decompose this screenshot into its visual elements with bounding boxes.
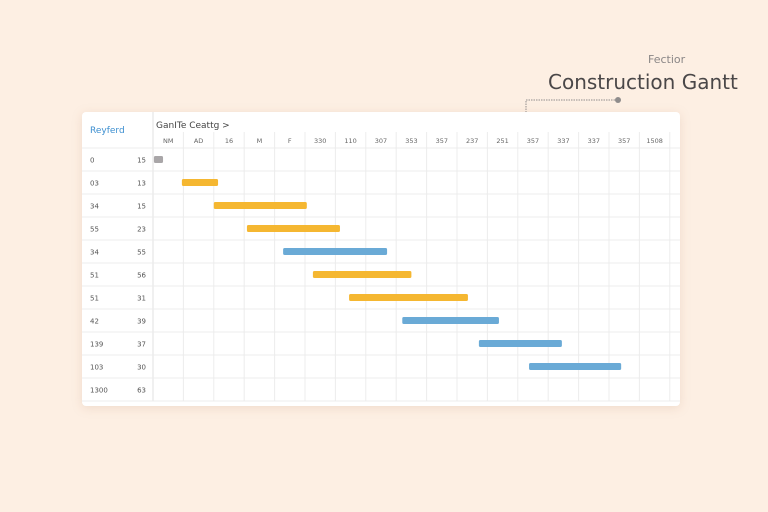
gantt-chart: Reyferd GanITe Ceattg > NM AD 16 M F 330 110 307 3… bbox=[82, 112, 680, 402]
row-value: 31 bbox=[137, 295, 146, 303]
chart-title: Construction Gantt bbox=[548, 70, 738, 94]
gantt-card: Reyferd GanITe Ceattg > NM AD 16 M F 330 110 307 3… bbox=[82, 112, 680, 406]
row-value: 30 bbox=[137, 364, 146, 372]
row-value: 13 bbox=[137, 180, 146, 188]
row-id: 51 bbox=[90, 272, 99, 280]
task-bar bbox=[213, 202, 307, 209]
row-id: 0 bbox=[90, 157, 94, 165]
row-value: 39 bbox=[137, 318, 146, 326]
column-label: 330 bbox=[314, 137, 326, 145]
column-label: 1508 bbox=[646, 137, 663, 145]
task-bar bbox=[312, 271, 412, 278]
row-id: 34 bbox=[90, 249, 99, 257]
column-label: 337 bbox=[557, 137, 569, 145]
task-bar bbox=[478, 340, 562, 347]
row-id: 03 bbox=[90, 180, 99, 188]
column-label: 110 bbox=[344, 137, 356, 145]
task-bar bbox=[349, 294, 468, 301]
row-value: 15 bbox=[137, 203, 146, 211]
row-id: 139 bbox=[90, 341, 103, 349]
column-label: F bbox=[288, 137, 292, 145]
column-label: 353 bbox=[405, 137, 417, 145]
column-label: 357 bbox=[436, 137, 448, 145]
column-label: 237 bbox=[466, 137, 478, 145]
column-label: M bbox=[257, 137, 263, 145]
row-id: 55 bbox=[90, 226, 99, 234]
task-bar bbox=[181, 179, 219, 186]
left-header: Reyferd bbox=[90, 126, 125, 136]
row-value: 56 bbox=[137, 272, 146, 280]
task-bar bbox=[283, 248, 388, 255]
task-bar bbox=[153, 156, 164, 163]
column-label: NM bbox=[163, 137, 173, 145]
row-value: 23 bbox=[137, 226, 146, 234]
row-id: 1300 bbox=[90, 387, 108, 395]
column-label: 307 bbox=[375, 137, 387, 145]
row-id: 103 bbox=[90, 364, 103, 372]
row-id: 51 bbox=[90, 295, 99, 303]
column-label: 357 bbox=[618, 137, 630, 145]
row-id: 42 bbox=[90, 318, 99, 326]
row-value: 63 bbox=[137, 387, 146, 395]
row-value: 55 bbox=[137, 249, 146, 257]
column-label: 357 bbox=[527, 137, 539, 145]
timeline-header: GanITe Ceattg > bbox=[156, 121, 230, 131]
column-label: 16 bbox=[225, 137, 233, 145]
column-label: 337 bbox=[588, 137, 600, 145]
task-bar bbox=[402, 317, 499, 324]
task-bar bbox=[529, 363, 622, 370]
row-value: 15 bbox=[137, 157, 146, 165]
row-id: 34 bbox=[90, 203, 99, 211]
column-label: AD bbox=[194, 137, 203, 145]
row-value: 37 bbox=[137, 341, 146, 349]
column-label: 251 bbox=[496, 137, 508, 145]
chart-subtitle: Fectior bbox=[648, 53, 686, 66]
task-bar bbox=[246, 225, 340, 232]
